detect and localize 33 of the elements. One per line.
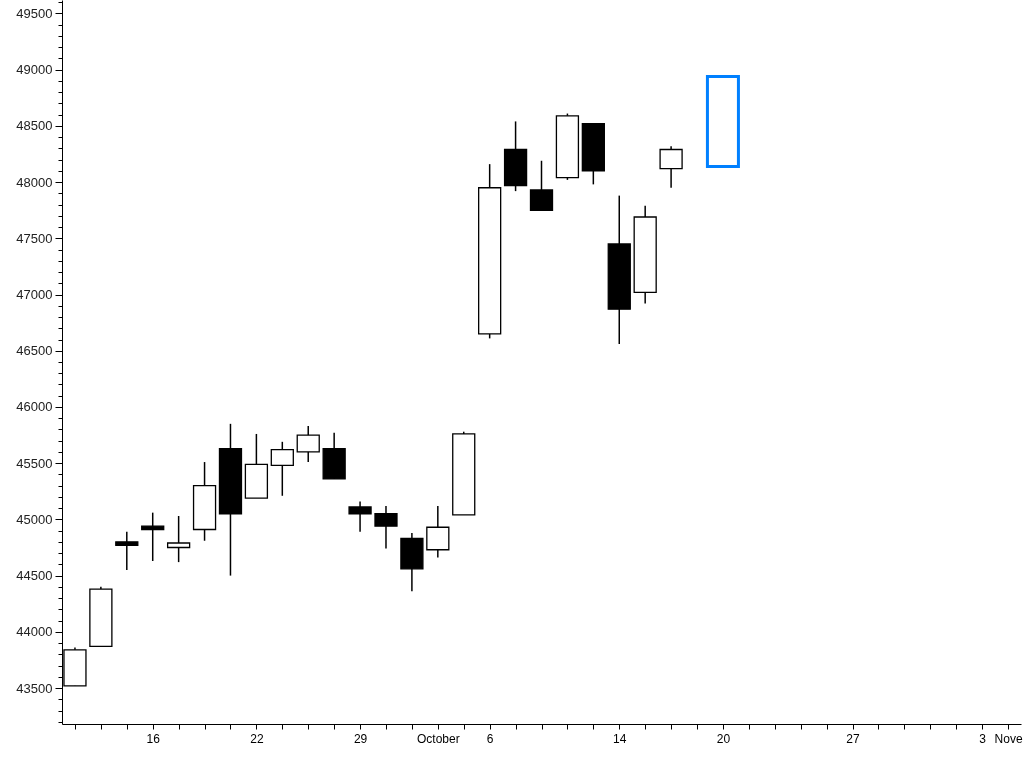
candlestick <box>296 425 320 463</box>
y-tick-label: 44500 <box>16 568 53 584</box>
candlestick <box>270 441 294 497</box>
x-tick-label: 20 <box>716 731 731 746</box>
x-tick-label: 29 <box>353 731 368 746</box>
candlestick <box>115 531 139 571</box>
x-tick-label: 22 <box>250 731 264 746</box>
x-tick-label: 16 <box>146 731 161 746</box>
y-tick-label: 47500 <box>16 230 53 246</box>
y-tick-label: 46500 <box>16 343 53 359</box>
x-tick-label: 27 <box>846 731 861 746</box>
candlestick <box>166 515 191 563</box>
x-tick-label: 14 <box>613 731 627 746</box>
y-tick-label: 47000 <box>16 287 53 303</box>
y-tick-label: 45500 <box>16 455 53 471</box>
y-tick-label: 43500 <box>16 680 53 696</box>
x-tick-label: 3 <box>979 731 987 746</box>
x-tick-label: 6 <box>486 731 494 746</box>
y-tick-label: 49000 <box>16 62 53 78</box>
y-tick-label: 48500 <box>16 118 53 134</box>
candlestick <box>374 505 398 550</box>
y-tick-label: 44000 <box>16 624 53 640</box>
y-tick-label: 48000 <box>16 174 53 190</box>
y-tick-label: 49500 <box>16 5 53 21</box>
candlestick <box>141 511 165 562</box>
x-tick-label: Nove <box>994 731 1023 746</box>
candlestick <box>529 160 554 211</box>
candlestick <box>426 505 450 559</box>
x-tick-label: October <box>416 731 460 746</box>
y-tick-label: 45000 <box>16 511 53 527</box>
y-tick-label: 46000 <box>16 399 53 415</box>
candlestick <box>348 500 372 533</box>
candlestick <box>659 145 683 189</box>
